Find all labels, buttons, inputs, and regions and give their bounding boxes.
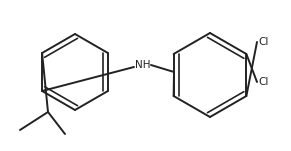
Text: NH: NH xyxy=(135,60,151,70)
Text: Cl: Cl xyxy=(258,37,268,47)
Text: Cl: Cl xyxy=(258,77,268,87)
